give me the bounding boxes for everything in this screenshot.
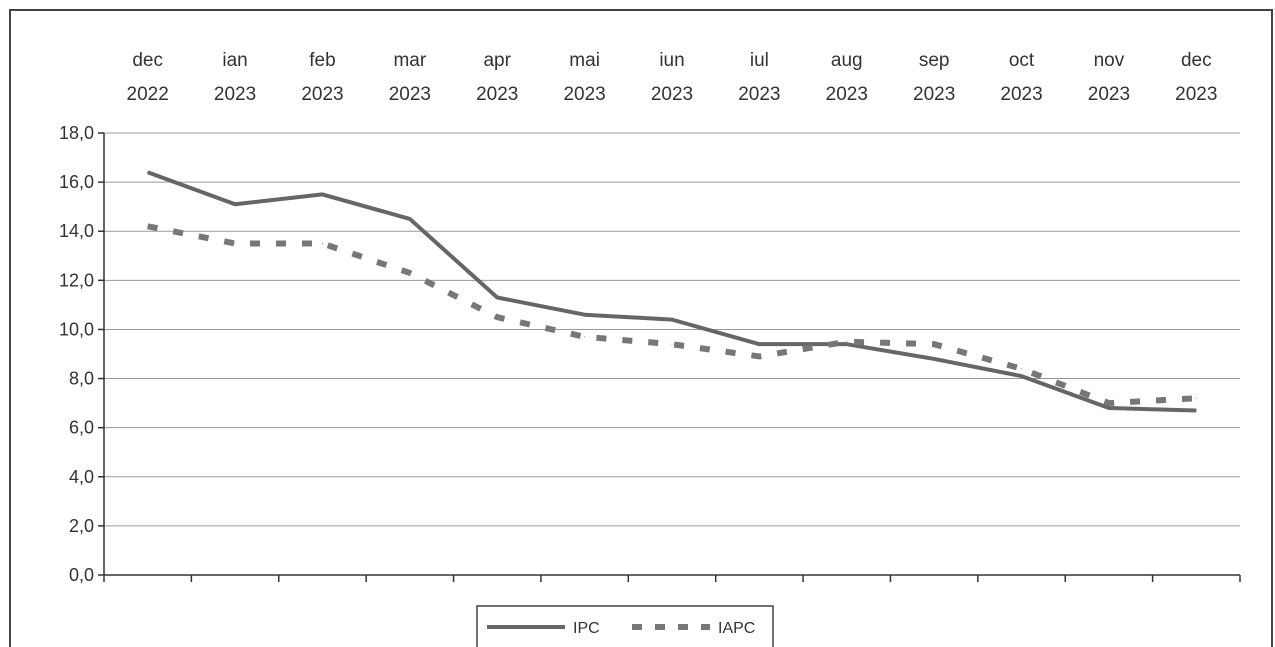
x-tick-label-month: mai xyxy=(569,50,600,71)
series-lines xyxy=(147,170,1197,413)
x-tick-label-year: 2023 xyxy=(826,84,868,105)
data-point-ipc xyxy=(321,193,323,195)
data-point-ipc xyxy=(1108,407,1110,409)
y-tick-label: 14,0 xyxy=(59,221,94,241)
data-point-iapc xyxy=(758,355,760,357)
data-point-iapc xyxy=(671,343,673,345)
y-tick-labels: 0,0 2,0 4,0 6,0 8,0 10,0 12,0 14,0 16,0 18,0 xyxy=(59,123,94,585)
x-tick-label-month: ian xyxy=(222,50,247,71)
y-tick-label: 2,0 xyxy=(69,516,94,536)
x-tick-label-month: feb xyxy=(309,50,335,71)
y-tick-label: 6,0 xyxy=(69,418,94,438)
x-tick-label-month: dec xyxy=(132,50,163,71)
y-tick-label: 10,0 xyxy=(59,319,94,339)
data-point-iapc xyxy=(1021,368,1023,370)
data-point-iapc xyxy=(409,272,411,274)
data-point-ipc xyxy=(147,171,149,173)
data-point-iapc xyxy=(234,243,236,244)
chart-frame xyxy=(9,9,1273,647)
x-tick-label-month: iul xyxy=(750,50,769,71)
data-point-ipc xyxy=(234,203,236,205)
y-tick-label: 16,0 xyxy=(59,172,94,192)
x-tick-label-year: 2023 xyxy=(1000,84,1042,105)
x-tick-label-month: aug xyxy=(831,50,863,71)
x-tick-label-year: 2023 xyxy=(738,84,780,105)
x-tick-label-month: sep xyxy=(919,50,950,71)
data-point-ipc xyxy=(846,343,848,345)
legend: IPC IAPC xyxy=(476,605,774,647)
x-tick-label-month: dec xyxy=(1181,50,1212,71)
x-tick-label-month: nov xyxy=(1094,50,1125,71)
x-tick-label-month: oct xyxy=(1009,50,1035,71)
x-tick-label-year: 2023 xyxy=(389,84,431,105)
data-point-ipc xyxy=(671,319,673,321)
data-point-iapc xyxy=(933,343,935,345)
data-point-iapc xyxy=(321,243,323,244)
x-tick-label-year: 2023 xyxy=(301,84,343,105)
data-point-ipc xyxy=(584,314,586,316)
x-tick-labels: dec 2022 ian 2023 feb 2023 mar 2023 apr 2023 mai 20… xyxy=(127,50,1218,105)
data-point-iapc xyxy=(496,316,498,318)
y-tick-label: 4,0 xyxy=(69,467,94,487)
legend-label-ipc: IPC xyxy=(573,620,600,637)
axes xyxy=(98,132,1241,582)
x-tick-label-year: 2023 xyxy=(1175,84,1217,105)
y-tick-label: 12,0 xyxy=(59,270,94,290)
legend-label-iapc: IAPC xyxy=(718,620,755,637)
y-tick-label: 18,0 xyxy=(59,123,94,143)
x-tick-label-month: iun xyxy=(659,50,684,71)
x-tick-label-year: 2023 xyxy=(563,84,605,105)
data-point-iapc xyxy=(584,336,586,338)
data-point-iapc xyxy=(1108,402,1110,404)
data-point-ipc xyxy=(758,343,760,345)
data-point-ipc xyxy=(409,218,411,220)
x-tick-label-year: 2023 xyxy=(214,84,256,105)
y-tick-label: 0,0 xyxy=(69,565,94,585)
data-point-ipc xyxy=(933,358,935,360)
data-point-iapc xyxy=(147,225,149,227)
x-tick-label-year: 2023 xyxy=(913,84,955,105)
data-point-iapc xyxy=(846,341,848,343)
y-tick-label: 8,0 xyxy=(69,369,94,389)
data-point-ipc xyxy=(1021,375,1023,377)
data-point-ipc xyxy=(496,297,498,299)
data-point-ipc xyxy=(1195,409,1197,411)
x-tick-label-month: apr xyxy=(483,50,511,71)
x-tick-label-year: 2022 xyxy=(127,84,169,105)
data-point-iapc xyxy=(1195,397,1197,399)
x-tick-label-year: 2023 xyxy=(651,84,693,105)
x-tick-label-year: 2023 xyxy=(476,84,518,105)
grid-lines xyxy=(104,132,1240,527)
x-tick-label-year: 2023 xyxy=(1088,84,1130,105)
x-tick-label-month: mar xyxy=(393,50,426,71)
